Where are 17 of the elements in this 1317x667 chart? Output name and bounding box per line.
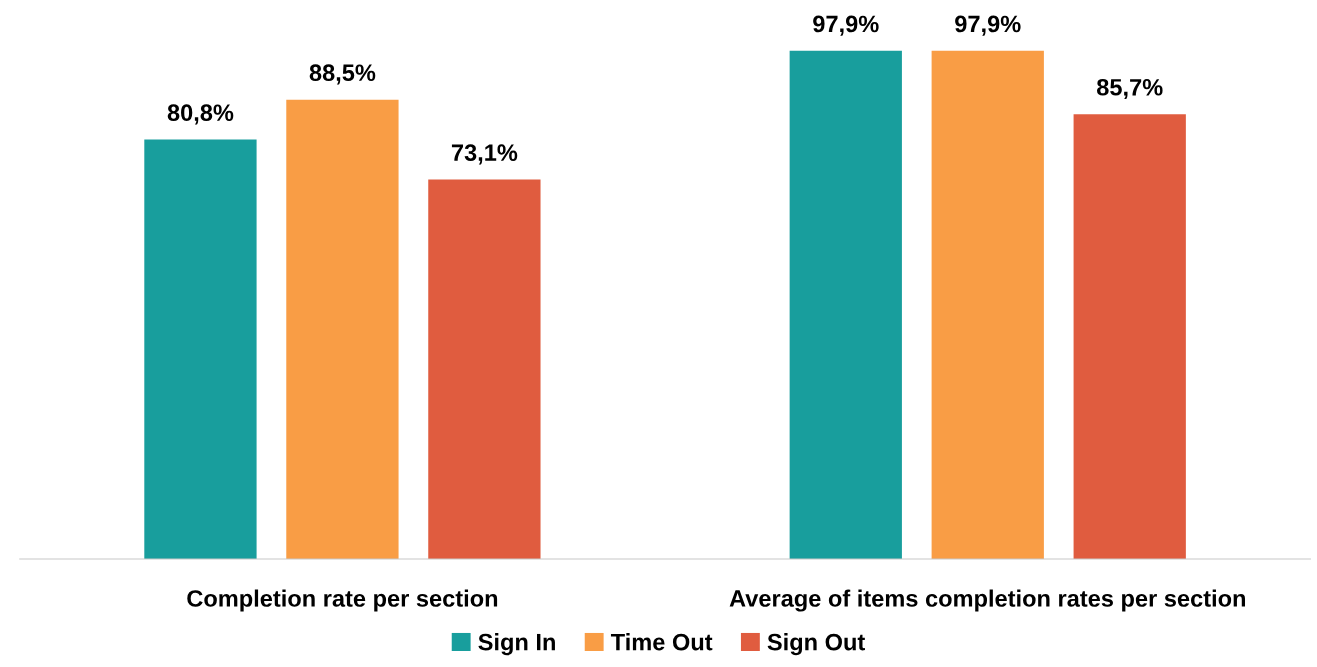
legend-label: Sign Out [767, 633, 865, 656]
legend-label: Sign In [478, 633, 555, 656]
data-label: 97,9% [813, 15, 879, 36]
x-tick-label: Completion rate per section [187, 589, 498, 612]
bar [286, 99, 399, 559]
bar [931, 50, 1044, 559]
data-label: 80,8% [167, 104, 234, 125]
data-label: 85,7% [1097, 78, 1163, 100]
bar [144, 139, 257, 559]
bar [1073, 114, 1186, 559]
bar [428, 179, 541, 559]
legend-label: Time Out [610, 633, 713, 651]
data-label: 73,1% [451, 144, 518, 165]
bar [789, 50, 902, 559]
x-tick-label: Average of items completion rates per section [729, 589, 1246, 612]
data-label: 88,5% [309, 64, 376, 85]
data-label: 97,9% [955, 15, 1021, 36]
